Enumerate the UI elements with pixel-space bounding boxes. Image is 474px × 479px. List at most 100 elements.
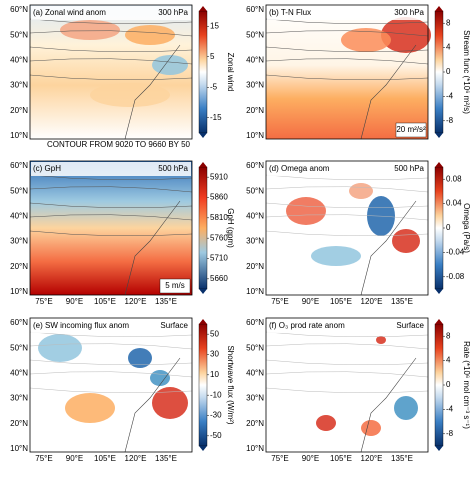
vector-ref: 20 m²/s² xyxy=(396,125,426,134)
anomaly-patch xyxy=(125,25,175,45)
map-field xyxy=(266,318,428,452)
colorbar-end xyxy=(199,319,207,324)
colorbar-tick-label: 30 xyxy=(210,350,219,359)
map-frame xyxy=(265,160,429,296)
lat-tick-label: 20°N xyxy=(246,106,264,115)
colorbar-label: Stream func (*10⁶ m²/s) xyxy=(462,30,471,114)
anomaly-patch xyxy=(361,420,381,436)
vector-ref-box xyxy=(159,278,191,294)
map-frame xyxy=(29,160,193,296)
lon-tick-label: 75°E xyxy=(35,454,52,463)
colorbar-tick-label: 4 xyxy=(446,356,451,365)
panel-title: (f) O₃ prod rate anom xyxy=(269,321,345,330)
lon-tick-label: 75°E xyxy=(35,297,52,306)
colorbar-label: Zonal wind xyxy=(226,53,235,92)
colorbar xyxy=(434,10,444,134)
contour xyxy=(265,202,429,209)
colorbar-end xyxy=(435,133,443,138)
colorbar-tick-label: 0.08 xyxy=(446,174,462,183)
contour xyxy=(29,371,193,378)
title-box xyxy=(31,319,191,333)
colorbar xyxy=(198,323,208,447)
colorbar-end xyxy=(435,6,443,11)
colorbar-tick-label: 50 xyxy=(210,329,219,338)
panel-level: Surface xyxy=(160,321,188,330)
lon-tick-label: 105°E xyxy=(94,297,116,306)
lon-tick-label: 90°E xyxy=(66,297,83,306)
lat-tick-label: 10°N xyxy=(10,287,28,296)
lon-tick-label: 135°E xyxy=(391,454,413,463)
map-frame xyxy=(265,4,429,140)
coastline xyxy=(360,44,417,140)
lat-tick-label: 20°N xyxy=(10,106,28,115)
contour xyxy=(29,46,193,53)
lat-tick-label: 40°N xyxy=(246,212,264,221)
lon-tick-label: 120°E xyxy=(125,454,147,463)
contour xyxy=(29,174,193,181)
lat-tick-label: 20°N xyxy=(10,262,28,271)
lon-tick-label: 120°E xyxy=(361,454,383,463)
lat-tick-label: 40°N xyxy=(246,369,264,378)
lon-tick-label: 135°E xyxy=(155,297,177,306)
colorbar-end xyxy=(435,289,443,294)
colorbar-tick-label: 0 xyxy=(446,67,451,76)
panel-level: 300 hPa xyxy=(158,8,188,17)
colorbar-tick-label: 8 xyxy=(446,331,451,340)
contour xyxy=(29,214,193,221)
panel-title: (d) Omega anom xyxy=(269,164,330,173)
colorbar-tick-label: 5660 xyxy=(210,274,228,283)
contour xyxy=(265,331,429,338)
colorbar-end xyxy=(199,6,207,11)
lat-tick-label: 40°N xyxy=(10,369,28,378)
panel: (a) Zonal wind anom 300 hPa 60°N 50°N 40°N 30… xyxy=(10,4,235,149)
anomaly-patch xyxy=(341,28,391,52)
colorbar-tick-label: -0.08 xyxy=(446,272,465,281)
coastline xyxy=(124,200,181,296)
contour xyxy=(265,30,429,37)
map-field xyxy=(30,161,192,295)
lat-tick-label: 10°N xyxy=(10,444,28,453)
coastline xyxy=(124,357,181,453)
anomaly-patch xyxy=(381,17,431,53)
anomaly-patch xyxy=(376,336,386,344)
anomaly-patch xyxy=(316,415,336,431)
contour xyxy=(29,343,193,350)
contour xyxy=(265,371,429,378)
lat-tick-label: 60°N xyxy=(10,161,28,170)
colorbar-tick-label: -4 xyxy=(446,405,454,414)
contour xyxy=(29,230,193,237)
lat-tick-label: 60°N xyxy=(246,318,264,327)
coastline xyxy=(124,44,181,140)
lat-tick-label: 40°N xyxy=(246,56,264,65)
lat-tick-label: 30°N xyxy=(246,394,264,403)
lat-tick-label: 10°N xyxy=(246,131,264,140)
lat-tick-label: 10°N xyxy=(246,287,264,296)
lon-tick-label: 90°E xyxy=(302,454,319,463)
colorbar-tick-label: -8 xyxy=(446,429,454,438)
colorbar xyxy=(434,323,444,447)
anomaly-patch xyxy=(311,246,361,266)
anomaly-patch xyxy=(392,229,420,253)
panel: (c) GpH 500 hPa 60°N 50°N 40°N 30°N 20°N 10°N 75… xyxy=(10,160,235,306)
vector-ref: 5 m/s xyxy=(165,281,185,290)
contour-note: CONTOUR FROM 9020 TO 9660 BY 50 xyxy=(47,140,191,149)
anomaly-patch xyxy=(150,370,170,386)
lat-tick-label: 20°N xyxy=(10,419,28,428)
lat-tick-label: 20°N xyxy=(246,262,264,271)
contour xyxy=(265,343,429,350)
lon-tick-label: 105°E xyxy=(94,454,116,463)
colorbar-tick-label: 0 xyxy=(446,380,451,389)
colorbar-tick-label: -15 xyxy=(210,113,222,122)
colorbar-tick-label: 0.04 xyxy=(446,199,462,208)
lat-tick-label: 10°N xyxy=(10,131,28,140)
lat-tick-label: 60°N xyxy=(10,5,28,14)
title-box xyxy=(267,319,427,333)
contour xyxy=(29,186,193,193)
colorbar-tick-label: 5860 xyxy=(210,193,228,202)
contour xyxy=(265,230,429,237)
lon-tick-label: 75°E xyxy=(271,454,288,463)
colorbar-end xyxy=(199,289,207,294)
contour xyxy=(265,174,429,181)
colorbar-label: Omega (Pa/s) xyxy=(462,203,471,253)
anomaly-patch xyxy=(65,393,115,423)
